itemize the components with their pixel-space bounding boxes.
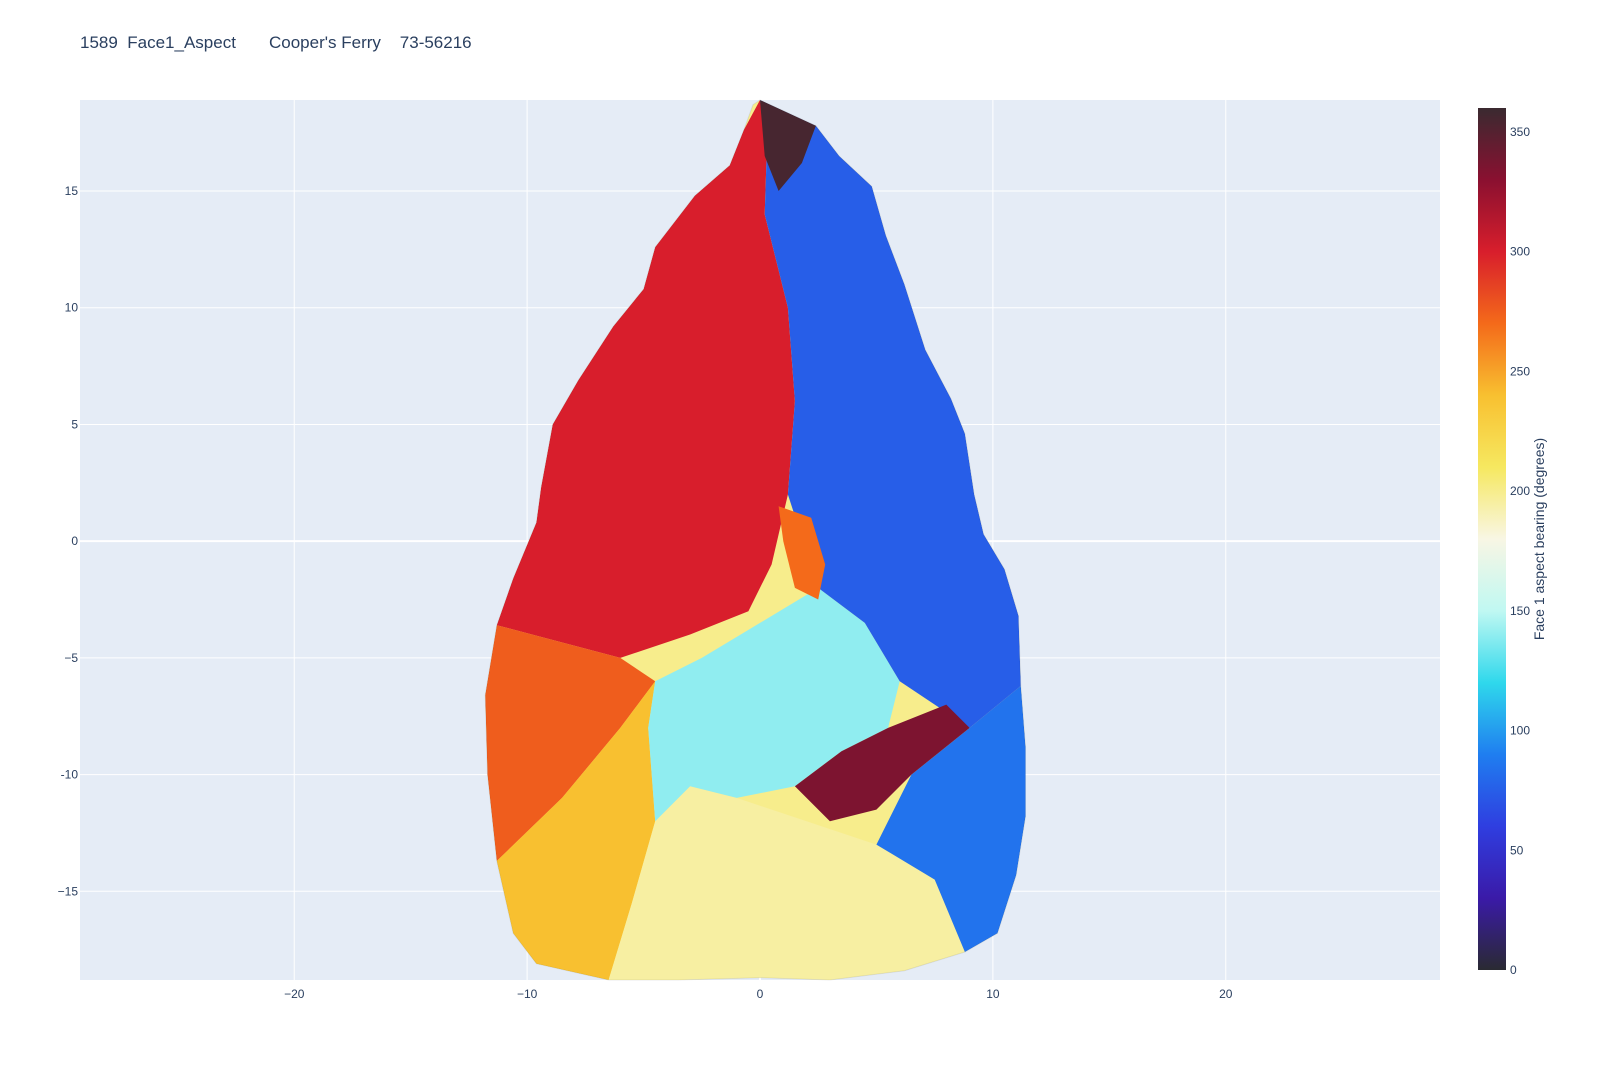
chart-title: 1589 Face1_Aspect Cooper's Ferry 73-5621… — [80, 33, 472, 52]
aspect-region-center-orange-flake — [778, 506, 826, 600]
x-tick-label: 0 — [757, 987, 764, 1001]
x-axis-ticks: −20 −10 0 10 20 — [284, 987, 1233, 1001]
y-tick-label: 15 — [65, 184, 79, 198]
colorbar-tick-label: 100 — [1510, 724, 1530, 738]
aspect-heatmap[interactable] — [484, 99, 1026, 981]
colorbar-scale — [1478, 108, 1506, 970]
colorbar-tick-label: 200 — [1510, 484, 1530, 498]
colorbar-tick-label: 300 — [1510, 245, 1530, 259]
colorbar-tick-label: 150 — [1510, 604, 1530, 618]
y-tick-label: 10 — [65, 301, 79, 315]
artifact-outline — [484, 99, 1026, 981]
x-tick-label: 10 — [986, 987, 1000, 1001]
artifact-surface — [485, 100, 1026, 980]
aspect-region-upper-left-red — [496, 100, 795, 658]
aspect-region-lower-cyan — [648, 587, 900, 822]
aspect-region-upper-right-blue — [760, 100, 1021, 728]
y-tick-label: 5 — [71, 417, 78, 431]
colorbar-title: Face 1 aspect bearing (degrees) — [1531, 438, 1547, 640]
colorbar: 0 50 100 150 200 250 300 350 Face 1 aspect bear… — [1478, 108, 1547, 977]
colorbar-tick-label: 50 — [1510, 843, 1524, 857]
aspect-region-tip-dark — [760, 100, 816, 191]
aspect-region-left-orange — [485, 625, 656, 861]
colorbar-tick-label: 0 — [1510, 963, 1517, 977]
y-tick-label: 0 — [71, 534, 78, 548]
x-tick-label: −10 — [517, 987, 538, 1001]
aspect-region-bottom-cream — [608, 786, 965, 980]
colorbar-ticks: 0 50 100 150 200 250 300 350 — [1510, 125, 1530, 977]
x-tick-label: 20 — [1219, 987, 1233, 1001]
colorbar-tick-label: 250 — [1510, 364, 1530, 378]
colorbar-tick-label: 350 — [1510, 125, 1530, 139]
y-tick-label: −15 — [58, 884, 79, 898]
y-axis-ticks: 15 10 5 0 −5 -10 −15 — [58, 184, 79, 898]
x-tick-label: −20 — [284, 987, 305, 1001]
aspect-region-center-dark-red — [794, 704, 970, 822]
aspect-region-lower-left-yellow — [496, 681, 656, 980]
y-tick-label: −5 — [64, 651, 78, 665]
aspect-region-lower-right-blue — [876, 685, 1026, 952]
y-tick-label: -10 — [61, 768, 79, 782]
